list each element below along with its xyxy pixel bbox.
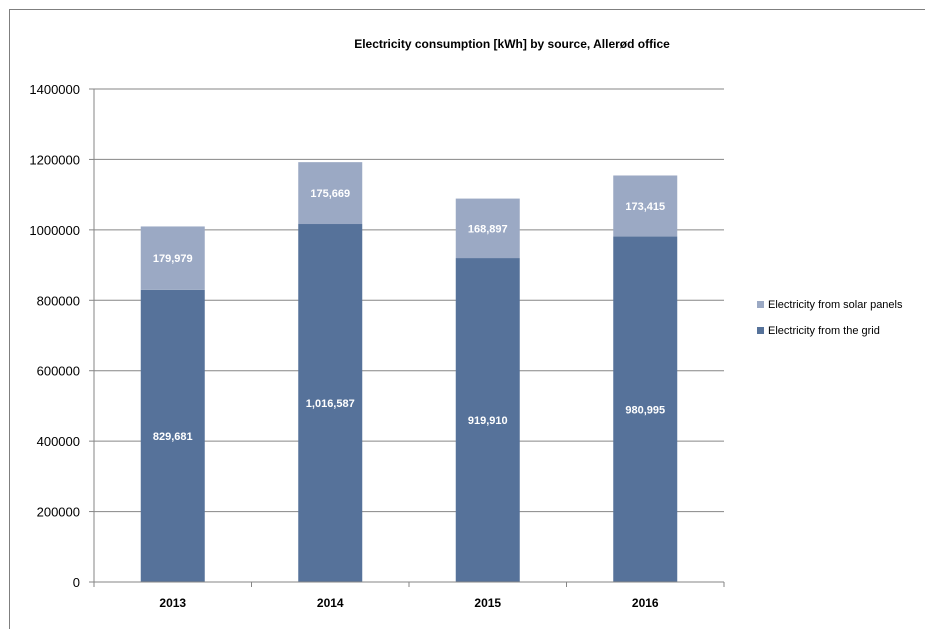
y-tick-label: 600000: [37, 364, 80, 379]
y-tick-label: 1200000: [29, 152, 80, 167]
legend-swatch: [757, 301, 764, 308]
y-tick-label: 1000000: [29, 223, 80, 238]
data-label: 1,016,587: [306, 398, 355, 410]
data-label: 168,897: [468, 223, 508, 235]
bar-segment: [613, 175, 678, 237]
data-label: 919,910: [468, 415, 508, 427]
x-tick-label: 2013: [159, 596, 186, 610]
bar-segment: [613, 236, 678, 582]
bars: 829,681 179,979 1,016,587 175,669 919,910 168…: [140, 162, 678, 582]
axes: 0 200000 400000 600000 800000 1000000 1200000 1…: [29, 82, 725, 610]
data-label: 175,669: [310, 188, 350, 200]
bar-segment: [298, 162, 363, 225]
x-tick-label: 2016: [632, 596, 659, 610]
chart-frame: [9, 9, 925, 629]
x-tick-label: 2015: [474, 596, 501, 610]
legend-label: Electricity from solar panels: [768, 299, 903, 311]
x-tick-label: 2014: [317, 596, 344, 610]
legend: Electricity from solar panels Electricity…: [757, 299, 903, 337]
bar-segment: [140, 289, 205, 582]
y-tick-label: 800000: [37, 293, 80, 308]
y-tick-label: 200000: [37, 505, 80, 520]
chart-title: Electricity consumption [kWh] by source,…: [354, 37, 670, 51]
data-label: 179,979: [153, 253, 193, 265]
bar-segment: [455, 258, 520, 582]
bar-segment: [298, 224, 363, 582]
y-tick-label: 0: [73, 575, 80, 590]
data-label: 173,415: [625, 201, 665, 213]
y-tick-label: 400000: [37, 434, 80, 449]
data-label: 980,995: [625, 404, 665, 416]
data-label: 829,681: [153, 431, 193, 443]
bar-segment: [140, 226, 205, 290]
y-tick-label: 1400000: [29, 82, 80, 97]
legend-label: Electricity from the grid: [768, 325, 880, 337]
legend-swatch: [757, 327, 764, 334]
bar-segment: [455, 198, 520, 259]
